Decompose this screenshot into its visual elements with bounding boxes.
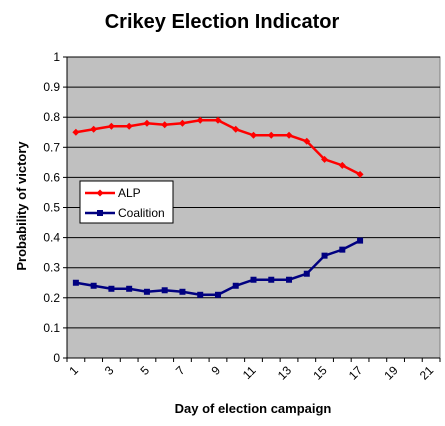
y-tick-label: 0.6 — [43, 170, 60, 184]
x-tick-label: 1 — [66, 363, 81, 378]
x-tick-label: 9 — [208, 363, 223, 378]
chart-title: Crikey Election Indicator — [105, 11, 340, 33]
alp-data-point — [232, 125, 240, 133]
alp-data-point — [338, 161, 346, 169]
y-tick-label: 0.5 — [43, 201, 60, 215]
coalition-data-point — [143, 288, 150, 295]
alp-data-point — [161, 121, 169, 129]
y-tick-label: 0.1 — [43, 321, 60, 335]
alp-data-point — [321, 155, 329, 163]
alp-data-point — [125, 122, 133, 130]
x-axis-title: Day of election campaign — [175, 401, 332, 416]
y-tick-label: 1 — [53, 50, 60, 64]
coalition-data-point — [339, 246, 346, 253]
coalition-data-point — [214, 291, 221, 298]
x-tick-label: 21 — [417, 363, 437, 383]
y-tick-label: 0.3 — [43, 261, 60, 275]
coalition-data-point — [161, 287, 168, 294]
alp-data-point — [250, 131, 257, 139]
coalition-data-point — [197, 291, 204, 298]
alp-data-point — [107, 122, 115, 130]
y-tick-label: 0.8 — [43, 110, 60, 124]
coalition-data-point — [268, 276, 275, 283]
x-tick-label: 5 — [137, 363, 152, 378]
alp-data-point — [178, 119, 186, 127]
x-tick-label: 3 — [102, 363, 117, 378]
coalition-data-point — [126, 285, 133, 292]
coalition-data-point — [357, 237, 364, 244]
y-axis-title: Probability of victory — [14, 141, 29, 271]
alp-data-point — [143, 119, 151, 127]
coalition-data-point — [303, 270, 310, 277]
alp-data-point — [303, 137, 311, 145]
alp-data-point — [90, 125, 98, 133]
coalition-data-point — [232, 282, 239, 289]
alp-data-point — [214, 116, 222, 124]
y-tick-label: 0.2 — [43, 291, 60, 305]
x-tick-label: 19 — [381, 363, 401, 383]
x-tick-label: 11 — [240, 363, 259, 382]
plot-area: 00.10.20.30.40.50.60.70.80.911 3 5 7 9 11 13 15… — [43, 50, 441, 383]
alp-data-point — [196, 116, 204, 124]
x-tick-label: 15 — [310, 363, 330, 383]
alp-data-point — [72, 128, 80, 136]
legend-coalition-label: Coalition — [118, 206, 165, 220]
coalition-data-point — [321, 252, 328, 259]
alp-data-point — [285, 131, 293, 139]
coalition-data-point — [250, 276, 257, 283]
coalition-data-point — [90, 282, 97, 289]
alp-data-point — [267, 131, 275, 139]
y-tick-label: 0.7 — [43, 140, 60, 154]
legend-alp-label: ALP — [118, 186, 141, 200]
legend-coalition-marker — [97, 210, 103, 216]
legend-box — [79, 180, 174, 224]
x-tick-label: 13 — [275, 363, 295, 383]
coalition-data-point — [179, 288, 186, 295]
coalition-data-point — [72, 279, 79, 286]
x-tick-label: 7 — [173, 363, 188, 378]
legend-alp-marker — [96, 189, 104, 197]
y-tick-label: 0.4 — [43, 231, 60, 245]
coalition-data-point — [108, 285, 115, 292]
coalition-data-point — [286, 276, 293, 283]
x-tick-label: 17 — [346, 363, 366, 383]
y-tick-label: 0 — [53, 351, 60, 365]
alp-data-point — [356, 170, 364, 178]
y-tick-label: 0.9 — [43, 80, 60, 94]
